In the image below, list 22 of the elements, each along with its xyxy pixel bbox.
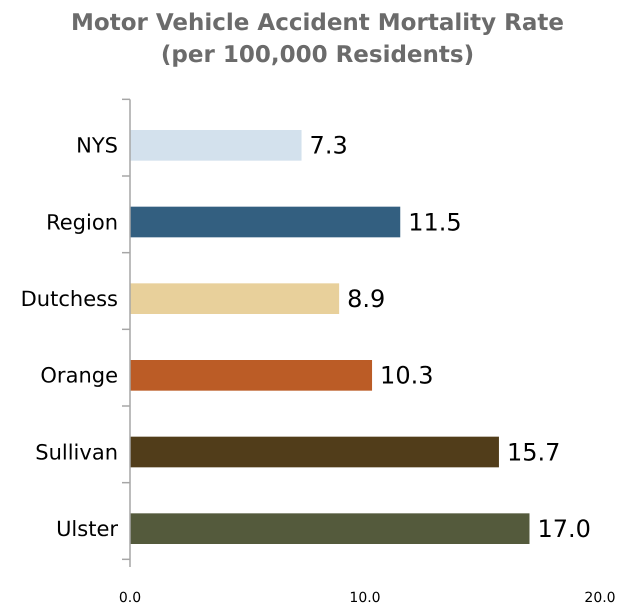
bar (130, 130, 302, 161)
y-tick-label: Dutchess (20, 287, 118, 312)
y-tick-label: Region (46, 210, 118, 234)
y-tick-label: NYS (76, 134, 118, 158)
bar (130, 436, 499, 468)
x-tick-label: 0.0 (118, 590, 142, 606)
data-label: 10.3 (380, 362, 434, 390)
x-tick-label: 10.0 (349, 590, 381, 606)
y-tick-label: Sullivan (35, 440, 118, 464)
y-tick-label: Orange (40, 364, 118, 388)
data-label: 8.9 (347, 285, 386, 314)
bar (130, 283, 340, 314)
data-label: 11.5 (408, 208, 462, 236)
y-tick-label: Ulster (56, 517, 118, 542)
chart-title: Motor Vehicle Accident Mortality Rate (per 100,000 Residents) (71, 10, 564, 68)
bar (130, 360, 372, 391)
x-tick-label: 20.0 (584, 590, 616, 606)
data-label: 7.3 (310, 132, 348, 160)
bar (130, 513, 530, 544)
data-label: 17.0 (538, 515, 591, 544)
bar (130, 206, 400, 238)
data-label: 15.7 (506, 438, 560, 466)
